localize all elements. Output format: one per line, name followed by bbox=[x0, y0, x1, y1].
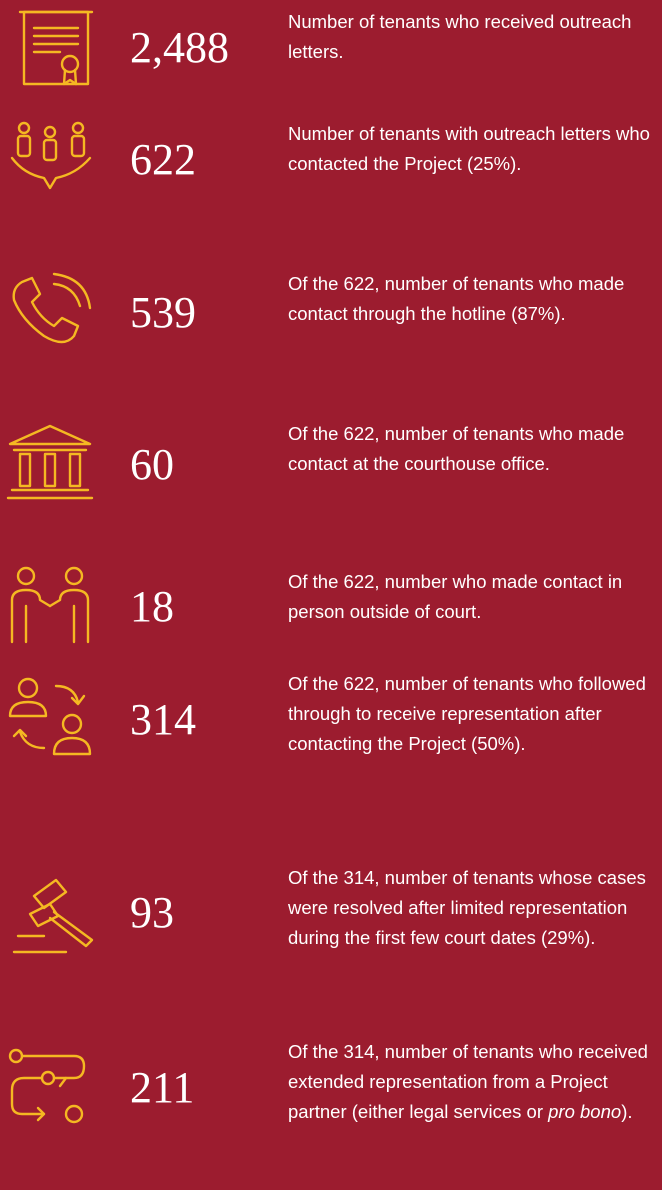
stat-description: Of the 314, number of tenants who receiv… bbox=[288, 1037, 662, 1127]
description-text: Number of tenants who received outreach … bbox=[288, 11, 632, 62]
icon-flow bbox=[8, 1048, 86, 1124]
stat-number: 60 bbox=[130, 440, 174, 489]
stat-number: 93 bbox=[130, 888, 174, 937]
icon-gavel bbox=[12, 878, 94, 954]
description-text: ). bbox=[621, 1101, 633, 1122]
stat-description: Of the 622, number of tenants who made c… bbox=[288, 419, 662, 479]
stat-number: 622 bbox=[130, 135, 196, 184]
description-text: Of the 314, number of tenants whose case… bbox=[288, 867, 646, 948]
stat-number: 2,488 bbox=[130, 23, 229, 72]
stat-number: 211 bbox=[130, 1063, 195, 1112]
stat-description: Number of tenants who received outreach … bbox=[288, 7, 662, 67]
description-text: Of the 314, number of tenants who receiv… bbox=[288, 1041, 648, 1122]
description-text: Of the 622, number of tenants who follow… bbox=[288, 673, 646, 754]
stat-number: 539 bbox=[130, 288, 196, 337]
icon-certificate bbox=[18, 10, 94, 86]
icon-people bbox=[10, 121, 92, 190]
stat-description: Of the 314, number of tenants whose case… bbox=[288, 863, 662, 953]
description-text: Of the 622, number of tenants who made c… bbox=[288, 273, 625, 324]
stat-description: Of the 622, number who made contact in p… bbox=[288, 567, 662, 627]
description-text: Of the 622, number who made contact in p… bbox=[288, 571, 623, 622]
icon-courthouse bbox=[6, 424, 94, 500]
description-text: Of the 622, number of tenants who made c… bbox=[288, 423, 625, 474]
stat-number: 314 bbox=[130, 695, 196, 744]
description-text: pro bono bbox=[548, 1101, 622, 1122]
description-text: Number of tenants with outreach letters … bbox=[288, 123, 650, 174]
stat-description: Of the 622, number of tenants who follow… bbox=[288, 669, 662, 759]
stat-description: Number of tenants with outreach letters … bbox=[288, 119, 662, 179]
stat-description: Of the 622, number of tenants who made c… bbox=[288, 269, 662, 329]
icon-handshake bbox=[10, 566, 90, 644]
icon-phone bbox=[12, 272, 92, 344]
icon-exchange bbox=[8, 677, 92, 756]
stat-number: 18 bbox=[130, 582, 174, 631]
